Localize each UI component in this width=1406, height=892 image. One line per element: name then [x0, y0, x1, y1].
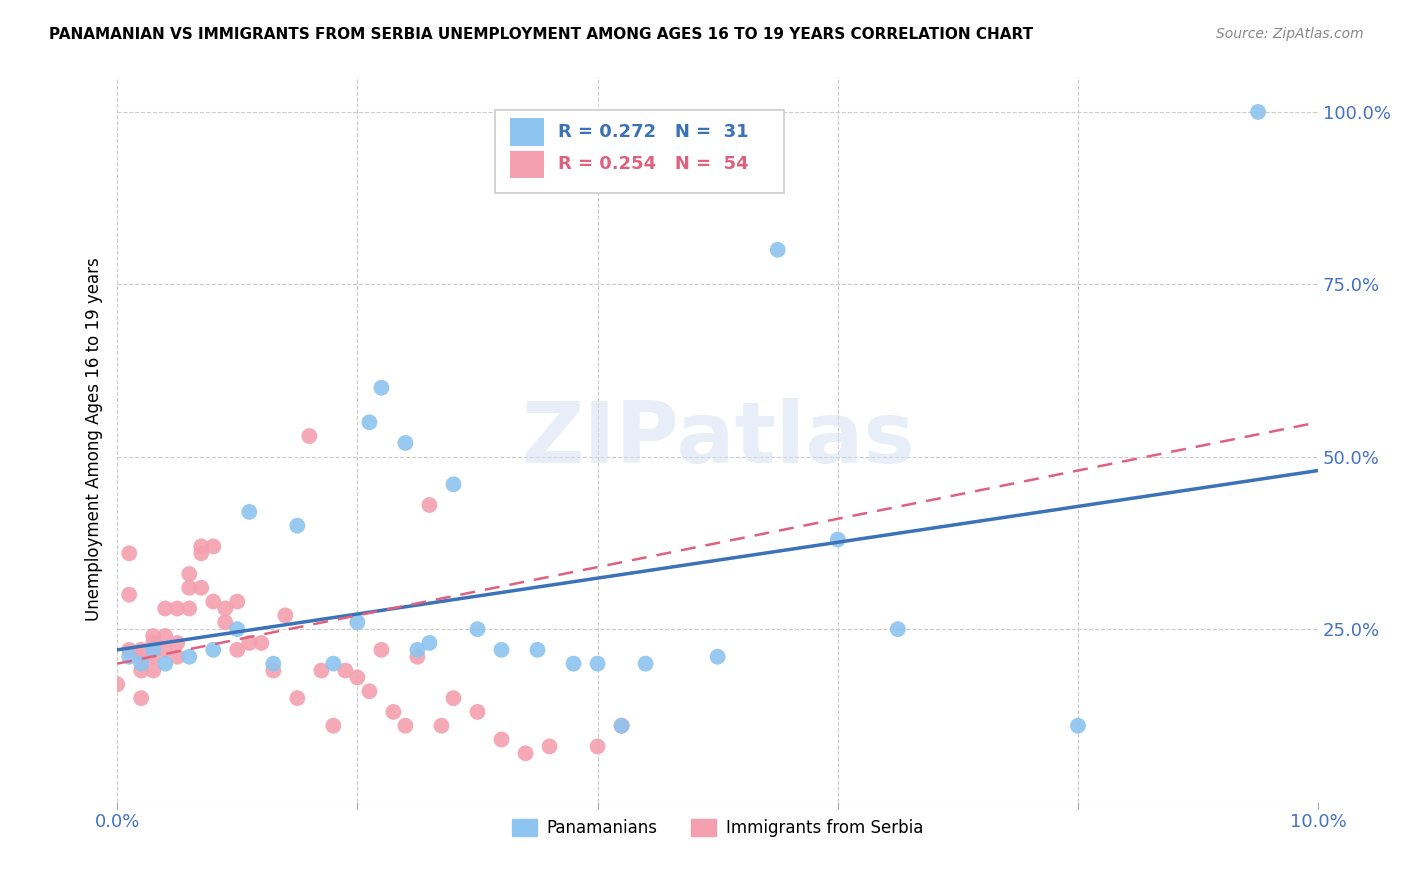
Point: [214, 601, 236, 615]
Point: [179, 581, 201, 595]
Point: [346, 670, 368, 684]
Point: [179, 649, 201, 664]
Point: [105, 677, 128, 691]
Point: [179, 601, 201, 615]
Point: [359, 415, 381, 429]
Point: [142, 629, 165, 643]
Point: [166, 636, 188, 650]
Point: [190, 581, 212, 595]
Point: [166, 649, 188, 664]
Point: [706, 649, 728, 664]
Text: ZIPatlas: ZIPatlas: [520, 398, 914, 481]
Point: [467, 622, 489, 636]
Point: [311, 664, 333, 678]
Point: [491, 643, 513, 657]
Point: [634, 657, 657, 671]
Text: Source: ZipAtlas.com: Source: ZipAtlas.com: [1216, 27, 1364, 41]
Point: [394, 719, 416, 733]
Point: [586, 657, 609, 671]
Point: [766, 243, 789, 257]
Bar: [510, 118, 544, 145]
Point: [1067, 719, 1090, 733]
Point: [118, 643, 141, 657]
Point: [586, 739, 609, 754]
Point: [142, 636, 165, 650]
Point: [538, 739, 561, 754]
Text: PANAMANIAN VS IMMIGRANTS FROM SERBIA UNEMPLOYMENT AMONG AGES 16 TO 19 YEARS CORR: PANAMANIAN VS IMMIGRANTS FROM SERBIA UNE…: [49, 27, 1033, 42]
Point: [285, 691, 308, 706]
Point: [118, 546, 141, 560]
Point: [118, 588, 141, 602]
Point: [226, 643, 249, 657]
Point: [202, 540, 225, 554]
Point: [394, 436, 416, 450]
Legend: Panamanians, Immigrants from Serbia: Panamanians, Immigrants from Serbia: [505, 813, 931, 844]
Point: [202, 643, 225, 657]
Y-axis label: Unemployment Among Ages 16 to 19 years: Unemployment Among Ages 16 to 19 years: [86, 258, 103, 622]
Point: [129, 649, 152, 664]
Point: [1247, 104, 1270, 119]
Point: [129, 643, 152, 657]
Point: [202, 594, 225, 608]
Point: [129, 657, 152, 671]
Point: [418, 498, 440, 512]
Point: [262, 664, 284, 678]
Point: [285, 518, 308, 533]
Point: [406, 649, 429, 664]
Point: [382, 705, 405, 719]
Point: [226, 594, 249, 608]
Text: R = 0.272   N =  31: R = 0.272 N = 31: [558, 123, 748, 141]
Point: [298, 429, 321, 443]
Bar: [510, 151, 544, 178]
FancyBboxPatch shape: [495, 110, 783, 194]
Point: [359, 684, 381, 698]
Point: [129, 664, 152, 678]
Point: [418, 636, 440, 650]
Point: [155, 601, 177, 615]
Point: [142, 643, 165, 657]
Text: R = 0.254   N =  54: R = 0.254 N = 54: [558, 155, 748, 173]
Point: [238, 505, 260, 519]
Point: [526, 643, 548, 657]
Point: [166, 601, 188, 615]
Point: [142, 649, 165, 664]
Point: [250, 636, 273, 650]
Point: [129, 691, 152, 706]
Point: [322, 719, 344, 733]
Point: [515, 747, 537, 761]
Point: [562, 657, 585, 671]
Point: [190, 546, 212, 560]
Point: [262, 657, 284, 671]
Point: [827, 533, 849, 547]
Point: [335, 664, 357, 678]
Point: [155, 643, 177, 657]
Point: [238, 636, 260, 650]
Point: [443, 691, 465, 706]
Point: [887, 622, 910, 636]
Point: [142, 664, 165, 678]
Point: [190, 540, 212, 554]
Point: [491, 732, 513, 747]
Point: [370, 381, 392, 395]
Point: [370, 643, 392, 657]
Point: [406, 643, 429, 657]
Point: [430, 719, 453, 733]
Point: [118, 649, 141, 664]
Point: [155, 657, 177, 671]
Point: [467, 705, 489, 719]
Point: [214, 615, 236, 630]
Point: [226, 622, 249, 636]
Point: [155, 629, 177, 643]
Point: [346, 615, 368, 630]
Point: [610, 719, 633, 733]
Point: [443, 477, 465, 491]
Point: [274, 608, 297, 623]
Point: [322, 657, 344, 671]
Point: [179, 566, 201, 581]
Point: [610, 719, 633, 733]
